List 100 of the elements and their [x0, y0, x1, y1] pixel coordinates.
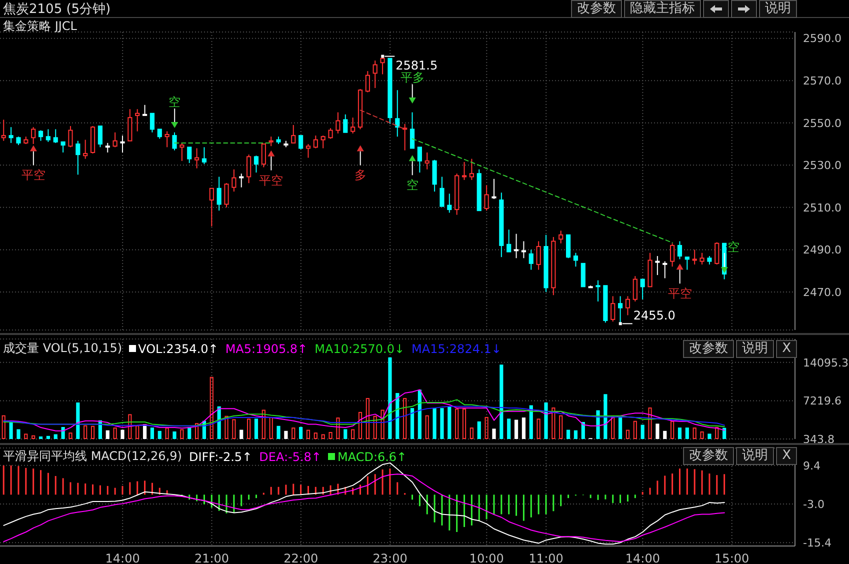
- candlestick: [38, 130, 44, 142]
- candlestick: [677, 240, 682, 260]
- text: DIFF:-2.5↑: [188, 448, 252, 465]
- x-tick-label: 22:00: [284, 552, 318, 564]
- annotation: X: [776, 340, 797, 358]
- line-series: [3, 462, 725, 545]
- candlestick: [714, 242, 720, 265]
- candlestick: [172, 132, 177, 151]
- candlestick: [120, 135, 125, 153]
- text: 说明: [759, 0, 797, 18]
- x-tick-label: 10:00: [469, 552, 504, 564]
- candlestick: [60, 141, 66, 153]
- candlestick: [268, 136, 274, 147]
- candlestick: [410, 112, 415, 149]
- candlestick: [328, 128, 333, 140]
- data-label: 平空: [21, 168, 46, 182]
- candlestick: [254, 155, 259, 174]
- candlestick: [313, 135, 318, 149]
- candlestick: [150, 112, 155, 133]
- data-label: 平空: [668, 286, 692, 301]
- text: MA10:2570.0↓: [314, 340, 405, 357]
- candlestick: [46, 128, 50, 142]
- data-label: 空: [406, 178, 418, 192]
- point: [356, 145, 364, 152]
- annotation: 说明: [736, 340, 774, 358]
- chart-subtitle: 集金策略 JJCL: [3, 18, 77, 35]
- candlestick: [202, 146, 207, 165]
- candlestick: [566, 234, 571, 259]
- candlestick: [306, 144, 311, 158]
- point: [408, 155, 416, 162]
- text: MA5:1905.8↑: [225, 340, 308, 357]
- data-label: 多: [354, 168, 366, 182]
- candlestick: [596, 280, 600, 302]
- candlestick: [440, 176, 444, 207]
- y-tick-label: 2530.0: [803, 159, 842, 172]
- data-label: 空: [168, 94, 181, 109]
- candlestick: [506, 229, 512, 252]
- candlestick: [462, 161, 467, 180]
- annotation: X: [776, 447, 797, 465]
- y-tick-label: 9.4: [803, 459, 820, 472]
- data-label: 空: [727, 240, 740, 254]
- candlestick: [350, 117, 356, 134]
- data-label: 2581.5: [396, 58, 438, 72]
- y-tick-label: 343.8: [803, 432, 834, 446]
- candlestick: [684, 256, 690, 270]
- point: [171, 122, 178, 128]
- y-tick-label: -15.4: [803, 536, 832, 550]
- candlestick: [447, 193, 452, 214]
- data-label: 平多: [400, 70, 424, 84]
- candlestick: [692, 249, 697, 265]
- candlestick: [336, 112, 340, 134]
- line-series: [3, 474, 725, 542]
- point: [381, 54, 384, 58]
- point: [676, 264, 684, 270]
- line-series: [3, 406, 725, 426]
- candlestick: [365, 70, 370, 93]
- chart-title: 成交量 VOL(5,10,15): [3, 340, 122, 357]
- candlestick: [432, 159, 437, 192]
- x-tick-label: 14:00: [625, 552, 660, 564]
- candlestick: [105, 142, 110, 153]
- y-tick-label: 14095.3: [803, 356, 848, 370]
- candlestick: [700, 252, 704, 265]
- candlestick: [157, 128, 162, 140]
- y-tick-label: 7219.6: [803, 394, 842, 408]
- x-tick-label: 15:00: [714, 552, 750, 564]
- y-tick-label: 2590.0: [803, 32, 842, 46]
- candlestick: [484, 184, 489, 212]
- x-tick-label: 11:00: [528, 552, 564, 564]
- candlestick: [8, 126, 14, 144]
- candlestick: [216, 176, 222, 212]
- candlestick: [469, 158, 474, 180]
- point: [408, 97, 416, 104]
- candlestick: [298, 135, 304, 150]
- candlestick: [164, 130, 170, 148]
- candlestick: [239, 173, 244, 188]
- candlestick: [640, 278, 645, 300]
- data-label: 2455.0: [633, 308, 676, 323]
- candlestick: [209, 188, 214, 227]
- candlestick: [424, 152, 430, 170]
- y-tick-label: 2510.0: [803, 201, 842, 214]
- x-tick-label: 23:00: [372, 552, 408, 564]
- candlestick: [521, 240, 526, 259]
- candlestick: [180, 142, 184, 162]
- chart-title: 焦炭2105 (5分钟): [3, 1, 111, 18]
- candlestick: [187, 146, 192, 164]
- text: 隐藏主指标: [624, 0, 701, 18]
- candlestick: [662, 260, 668, 279]
- text: 改参数: [571, 0, 622, 18]
- y-tick-label: 2470.0: [803, 286, 842, 299]
- candlestick: [246, 154, 252, 184]
- candlestick: [68, 126, 73, 148]
- candlestick: [670, 242, 675, 268]
- candlestick: [232, 168, 236, 192]
- data-label: 平空: [259, 173, 284, 188]
- candlestick: [372, 60, 378, 89]
- candlestick: [655, 256, 660, 276]
- point: [618, 322, 622, 326]
- candlestick: [417, 146, 422, 174]
- candlestick: [514, 233, 519, 259]
- legend-label: MACD:6.6↑: [336, 448, 407, 465]
